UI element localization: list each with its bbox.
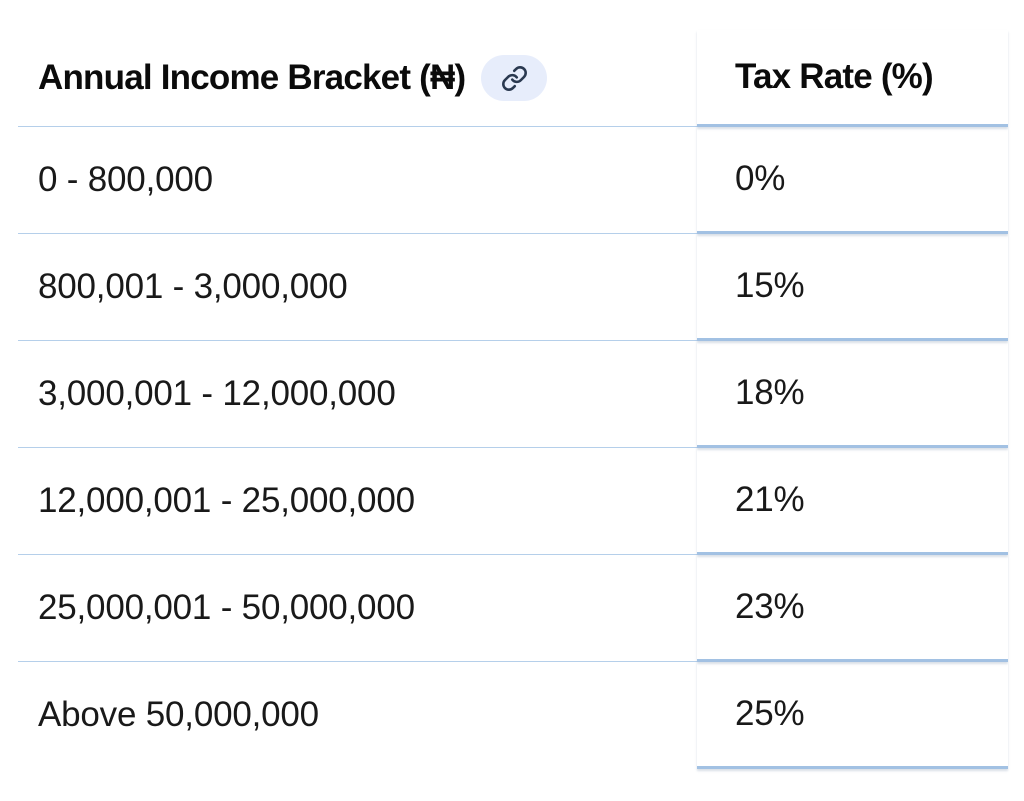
bracket-cell: Above 50,000,000 (18, 662, 697, 769)
bracket-cell: 800,001 - 3,000,000 (18, 234, 697, 341)
bracket-value: Above 50,000,000 (38, 695, 319, 734)
table-row: 25,000,001 - 50,000,000 23% (18, 555, 1008, 662)
rate-cell: 25% (697, 662, 1008, 769)
bracket-value: 0 - 800,000 (38, 160, 213, 199)
rate-cell: 21% (697, 448, 1008, 555)
rate-value: 23% (735, 587, 805, 626)
header-cell-income-bracket: Annual Income Bracket (₦) (18, 30, 697, 127)
rate-cell: 0% (697, 127, 1008, 234)
tax-rate-header-label: Tax Rate (%) (735, 57, 934, 96)
table-row: 0 - 800,000 0% (18, 127, 1008, 234)
rate-value: 21% (735, 480, 805, 519)
rate-value: 15% (735, 266, 805, 305)
table-row: 12,000,001 - 25,000,000 21% (18, 448, 1008, 555)
rate-cell: 23% (697, 555, 1008, 662)
link-icon (501, 65, 527, 91)
bracket-cell: 25,000,001 - 50,000,000 (18, 555, 697, 662)
header-cell-tax-rate: Tax Rate (%) (697, 30, 1008, 127)
bracket-cell: 3,000,001 - 12,000,000 (18, 341, 697, 448)
tax-bracket-table: Annual Income Bracket (₦) Tax Rate (%) 0… (18, 30, 1008, 769)
rate-value: 0% (735, 159, 786, 198)
bracket-value: 12,000,001 - 25,000,000 (38, 481, 415, 520)
bracket-cell: 12,000,001 - 25,000,000 (18, 448, 697, 555)
rate-value: 25% (735, 694, 805, 733)
rate-value: 18% (735, 373, 805, 412)
table-header-row: Annual Income Bracket (₦) Tax Rate (%) (18, 30, 1008, 127)
bracket-value: 800,001 - 3,000,000 (38, 267, 348, 306)
income-bracket-header-label: Annual Income Bracket (₦) (38, 58, 466, 97)
anchor-link-button[interactable] (481, 55, 548, 101)
bracket-value: 3,000,001 - 12,000,000 (38, 374, 396, 413)
bracket-cell: 0 - 800,000 (18, 127, 697, 234)
table-row: 800,001 - 3,000,000 15% (18, 234, 1008, 341)
bracket-value: 25,000,001 - 50,000,000 (38, 588, 415, 627)
table-row: Above 50,000,000 25% (18, 662, 1008, 769)
table-row: 3,000,001 - 12,000,000 18% (18, 341, 1008, 448)
rate-cell: 15% (697, 234, 1008, 341)
rate-cell: 18% (697, 341, 1008, 448)
